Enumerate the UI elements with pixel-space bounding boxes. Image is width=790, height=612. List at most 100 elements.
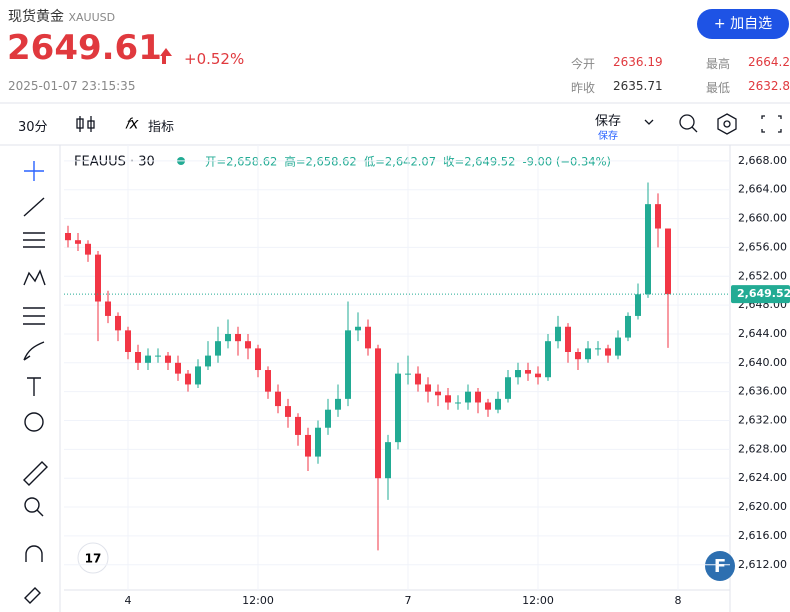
candle-body: [425, 384, 431, 392]
candle-body: [165, 355, 171, 363]
change: +0.52%: [184, 50, 245, 68]
candle-body: [535, 373, 541, 378]
candle-body: [175, 362, 181, 374]
candle-body: [315, 427, 321, 457]
stat-value: 2635.71: [613, 79, 663, 93]
y-tick-label: 2,624.00: [738, 471, 787, 484]
interval[interactable]: 30分: [18, 120, 48, 135]
candle-body: [195, 366, 201, 385]
candle-body: [615, 337, 621, 356]
y-tick-label: 2,656.00: [738, 240, 787, 253]
stat-label: 最高: [706, 57, 731, 71]
symbol: XAUUSD: [68, 11, 116, 24]
stat-label: 今开: [571, 57, 596, 71]
y-tick-label: 2,668.00: [738, 154, 787, 167]
add-watchlist-button[interactable]: + 加自选: [697, 9, 789, 39]
stat-label: 最低: [706, 81, 731, 95]
candle-body: [345, 330, 351, 399]
legend-item: 高=2,658.62: [284, 155, 356, 169]
candle-body: [145, 355, 151, 363]
candle-body: [365, 326, 371, 349]
y-tick-label: 2,612.00: [738, 558, 787, 571]
candle-body: [75, 240, 81, 244]
legend-item: 低=2,642.07: [364, 155, 436, 169]
x-tick-label: 8: [675, 594, 682, 607]
candle-body: [445, 395, 451, 403]
candle-body: [405, 373, 411, 375]
candle-body: [635, 294, 641, 316]
candle-body: [295, 416, 301, 435]
x-tick-label: 7: [405, 594, 412, 607]
candle-body: [95, 254, 101, 302]
current-price-box: [731, 285, 790, 304]
title-text: 现货黄金: [8, 9, 64, 25]
candle-body: [565, 326, 571, 352]
candle-body: [495, 398, 501, 410]
y-tick-label: 2,664.00: [738, 183, 787, 196]
candle-body: [575, 351, 581, 360]
x-tick-label: 4: [125, 594, 132, 607]
candle-body: [155, 355, 161, 357]
candle-body: [275, 391, 281, 407]
candle-body: [335, 398, 341, 410]
candle-body: [525, 370, 531, 374]
candle-body: [225, 333, 231, 342]
candle-body: [355, 326, 361, 331]
candle-body: [475, 391, 481, 403]
stat-label: 昨收: [571, 81, 596, 95]
legend-item: 开=2,658.62: [205, 155, 277, 169]
candle-body: [255, 348, 261, 371]
candle-body: [135, 351, 141, 363]
candle-body: [125, 330, 131, 352]
candle-body: [545, 341, 551, 378]
x-tick-label: 12:00: [242, 594, 274, 607]
candle-body: [645, 204, 651, 295]
toolbar-icons[interactable]: [76, 113, 782, 135]
stat-value: 2636.19: [613, 55, 663, 69]
candle-body: [395, 373, 401, 443]
candle-body: [415, 373, 421, 385]
candle-body: [325, 409, 331, 428]
title: 现货黄金 XAUUSD: [8, 6, 115, 26]
candle-body: [215, 341, 221, 356]
y-tick-label: 2,636.00: [738, 385, 787, 398]
candle-body: [595, 348, 601, 350]
candle-body: [385, 442, 391, 479]
drawing-tools[interactable]: [23, 161, 48, 604]
candle-body: [625, 315, 631, 338]
candle-body: [65, 232, 71, 241]
candle-body: [205, 355, 211, 367]
y-tick-label: 2,652.00: [738, 269, 787, 282]
candle-body: [665, 228, 671, 295]
chart-title: FEAUUS · 30: [74, 155, 155, 170]
candle-body: [465, 391, 471, 403]
candle-body: [375, 348, 381, 479]
candle-body: [515, 370, 521, 378]
y-tick-label: 2,616.00: [738, 529, 787, 542]
candle-body: [555, 326, 561, 342]
x-tick-label: 12:00: [522, 594, 554, 607]
save[interactable]: 保存: [595, 114, 622, 129]
candle-body: [115, 315, 121, 331]
save-sub: 保存: [598, 131, 618, 142]
badge-text: F: [714, 556, 726, 577]
spacer: [20, 114, 21, 115]
up-arrow-stem: [162, 56, 166, 64]
candle-body: [85, 243, 91, 255]
badge: [705, 551, 735, 581]
y-tick-label: 2,660.00: [738, 212, 787, 225]
y-tick-label: 2,632.00: [738, 414, 787, 427]
candle-body: [655, 204, 661, 229]
y-tick-label: 2,644.00: [738, 327, 787, 340]
candle-body: [585, 348, 591, 360]
candle-body: [485, 402, 491, 410]
indicators[interactable]: 指标: [148, 120, 175, 135]
price: 2649.61: [7, 28, 162, 68]
legend-item: -9.00 (−0.34%): [522, 155, 611, 169]
candle-body: [265, 370, 271, 392]
candle-body: [285, 406, 291, 417]
candle-body: [185, 373, 191, 385]
legend-item: 收=2,649.52: [443, 155, 515, 169]
